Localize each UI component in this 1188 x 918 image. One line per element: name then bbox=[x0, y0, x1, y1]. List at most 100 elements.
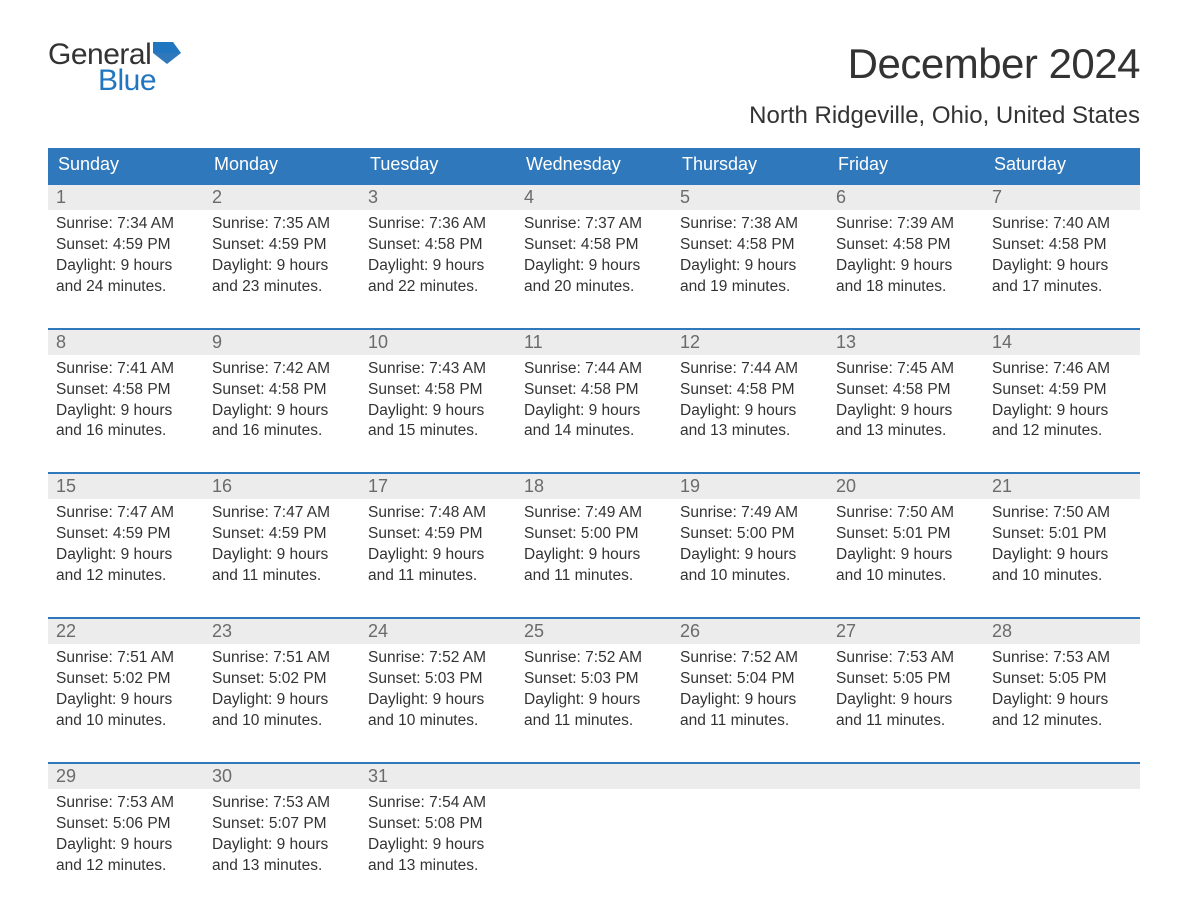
day-body: Sunrise: 7:51 AMSunset: 5:02 PMDaylight:… bbox=[48, 644, 204, 738]
header-wednesday: Wednesday bbox=[516, 148, 672, 183]
day-line-sr: Sunrise: 7:48 AM bbox=[368, 503, 508, 524]
day-line-d1: Daylight: 9 hours bbox=[212, 690, 352, 711]
day-line-sr: Sunrise: 7:50 AM bbox=[836, 503, 976, 524]
day-line-sr: Sunrise: 7:49 AM bbox=[680, 503, 820, 524]
day-number-row: 21 bbox=[984, 474, 1140, 499]
day-cell: 24Sunrise: 7:52 AMSunset: 5:03 PMDayligh… bbox=[360, 619, 516, 738]
day-line-ss: Sunset: 5:05 PM bbox=[992, 669, 1132, 690]
day-line-ss: Sunset: 4:58 PM bbox=[524, 235, 664, 256]
day-line-d2: and 10 minutes. bbox=[212, 711, 352, 732]
day-line-d2: and 13 minutes. bbox=[836, 421, 976, 442]
day-line-sr: Sunrise: 7:36 AM bbox=[368, 214, 508, 235]
day-number-row: 10 bbox=[360, 330, 516, 355]
day-line-d2: and 10 minutes. bbox=[368, 711, 508, 732]
day-line-sr: Sunrise: 7:34 AM bbox=[56, 214, 196, 235]
day-line-d1: Daylight: 9 hours bbox=[680, 545, 820, 566]
day-line-d1: Daylight: 9 hours bbox=[212, 256, 352, 277]
day-line-d2: and 17 minutes. bbox=[992, 277, 1132, 298]
day-cell: 10Sunrise: 7:43 AMSunset: 4:58 PMDayligh… bbox=[360, 330, 516, 449]
day-cell: 15Sunrise: 7:47 AMSunset: 4:59 PMDayligh… bbox=[48, 474, 204, 593]
day-line-ss: Sunset: 5:07 PM bbox=[212, 814, 352, 835]
week-row: 8 Sunrise: 7:41 AMSunset: 4:58 PMDaylight… bbox=[48, 328, 1140, 449]
logo-text: General Blue bbox=[48, 40, 181, 96]
day-number-row: 4 bbox=[516, 185, 672, 210]
day-number: 23 bbox=[212, 621, 232, 641]
day-cell: 17Sunrise: 7:48 AMSunset: 4:59 PMDayligh… bbox=[360, 474, 516, 593]
day-line-d2: and 13 minutes. bbox=[368, 856, 508, 877]
day-body: Sunrise: 7:47 AMSunset: 4:59 PMDaylight:… bbox=[48, 499, 204, 593]
day-line-d1: Daylight: 9 hours bbox=[524, 256, 664, 277]
day-number: 1 bbox=[56, 187, 66, 207]
day-line-sr: Sunrise: 7:43 AM bbox=[368, 359, 508, 380]
day-number-row: 17 bbox=[360, 474, 516, 499]
day-body: Sunrise: 7:38 AMSunset: 4:58 PMDaylight:… bbox=[672, 210, 828, 304]
day-body: Sunrise: 7:44 AMSunset: 4:58 PMDaylight:… bbox=[672, 355, 828, 449]
day-line-d1: Daylight: 9 hours bbox=[368, 690, 508, 711]
day-cell: 31Sunrise: 7:54 AMSunset: 5:08 PMDayligh… bbox=[360, 764, 516, 883]
day-line-ss: Sunset: 5:06 PM bbox=[56, 814, 196, 835]
day-line-d2: and 23 minutes. bbox=[212, 277, 352, 298]
day-number-row: . bbox=[672, 764, 828, 789]
day-line-ss: Sunset: 4:58 PM bbox=[212, 380, 352, 401]
day-body: Sunrise: 7:49 AMSunset: 5:00 PMDaylight:… bbox=[516, 499, 672, 593]
day-line-sr: Sunrise: 7:49 AM bbox=[524, 503, 664, 524]
day-number-row: 18 bbox=[516, 474, 672, 499]
day-number: 24 bbox=[368, 621, 388, 641]
day-line-sr: Sunrise: 7:40 AM bbox=[992, 214, 1132, 235]
day-line-ss: Sunset: 4:58 PM bbox=[56, 380, 196, 401]
day-number-row: 2 bbox=[204, 185, 360, 210]
month-title: December 2024 bbox=[749, 40, 1140, 88]
header-tuesday: Tuesday bbox=[360, 148, 516, 183]
day-number: 21 bbox=[992, 476, 1012, 496]
day-body: Sunrise: 7:50 AMSunset: 5:01 PMDaylight:… bbox=[984, 499, 1140, 593]
day-line-d2: and 12 minutes. bbox=[56, 856, 196, 877]
day-line-sr: Sunrise: 7:44 AM bbox=[680, 359, 820, 380]
day-cell: . bbox=[828, 764, 984, 883]
day-line-d2: and 11 minutes. bbox=[680, 711, 820, 732]
day-line-ss: Sunset: 5:00 PM bbox=[680, 524, 820, 545]
day-cell: 14Sunrise: 7:46 AMSunset: 4:59 PMDayligh… bbox=[984, 330, 1140, 449]
day-cell: 29Sunrise: 7:53 AMSunset: 5:06 PMDayligh… bbox=[48, 764, 204, 883]
day-number: 16 bbox=[212, 476, 232, 496]
day-line-d1: Daylight: 9 hours bbox=[680, 401, 820, 422]
day-line-ss: Sunset: 4:59 PM bbox=[56, 524, 196, 545]
day-number: 8 bbox=[56, 332, 66, 352]
day-line-ss: Sunset: 5:03 PM bbox=[368, 669, 508, 690]
day-number: 10 bbox=[368, 332, 388, 352]
header-friday: Friday bbox=[828, 148, 984, 183]
day-line-d1: Daylight: 9 hours bbox=[680, 690, 820, 711]
day-line-sr: Sunrise: 7:45 AM bbox=[836, 359, 976, 380]
day-line-d2: and 20 minutes. bbox=[524, 277, 664, 298]
day-line-d1: Daylight: 9 hours bbox=[524, 690, 664, 711]
day-line-d1: Daylight: 9 hours bbox=[56, 835, 196, 856]
day-cell: 4Sunrise: 7:37 AMSunset: 4:58 PMDaylight… bbox=[516, 185, 672, 304]
day-line-d1: Daylight: 9 hours bbox=[524, 401, 664, 422]
day-body: Sunrise: 7:41 AMSunset: 4:58 PMDaylight:… bbox=[48, 355, 204, 449]
day-number-row: 26 bbox=[672, 619, 828, 644]
week-row: 1Sunrise: 7:34 AMSunset: 4:59 PMDaylight… bbox=[48, 183, 1140, 304]
day-cell: 18Sunrise: 7:49 AMSunset: 5:00 PMDayligh… bbox=[516, 474, 672, 593]
header-sunday: Sunday bbox=[48, 148, 204, 183]
day-line-d1: Daylight: 9 hours bbox=[524, 545, 664, 566]
day-line-d1: Daylight: 9 hours bbox=[836, 545, 976, 566]
day-body: Sunrise: 7:45 AMSunset: 4:58 PMDaylight:… bbox=[828, 355, 984, 449]
day-line-ss: Sunset: 4:58 PM bbox=[680, 380, 820, 401]
day-body: Sunrise: 7:44 AMSunset: 4:58 PMDaylight:… bbox=[516, 355, 672, 449]
day-line-d2: and 10 minutes. bbox=[56, 711, 196, 732]
day-body: Sunrise: 7:42 AMSunset: 4:58 PMDaylight:… bbox=[204, 355, 360, 449]
day-line-d1: Daylight: 9 hours bbox=[212, 545, 352, 566]
day-line-d1: Daylight: 9 hours bbox=[836, 401, 976, 422]
day-line-ss: Sunset: 5:05 PM bbox=[836, 669, 976, 690]
day-body: Sunrise: 7:53 AMSunset: 5:07 PMDaylight:… bbox=[204, 789, 360, 883]
day-cell: 6Sunrise: 7:39 AMSunset: 4:58 PMDaylight… bbox=[828, 185, 984, 304]
day-cell: 1Sunrise: 7:34 AMSunset: 4:59 PMDaylight… bbox=[48, 185, 204, 304]
day-number: 19 bbox=[680, 476, 700, 496]
day-line-sr: Sunrise: 7:54 AM bbox=[368, 793, 508, 814]
day-line-d1: Daylight: 9 hours bbox=[836, 256, 976, 277]
day-line-d1: Daylight: 9 hours bbox=[992, 545, 1132, 566]
day-line-d1: Daylight: 9 hours bbox=[212, 401, 352, 422]
title-block: December 2024 North Ridgeville, Ohio, Un… bbox=[749, 40, 1140, 130]
day-number-row: 6 bbox=[828, 185, 984, 210]
header-thursday: Thursday bbox=[672, 148, 828, 183]
day-line-d1: Daylight: 9 hours bbox=[56, 545, 196, 566]
